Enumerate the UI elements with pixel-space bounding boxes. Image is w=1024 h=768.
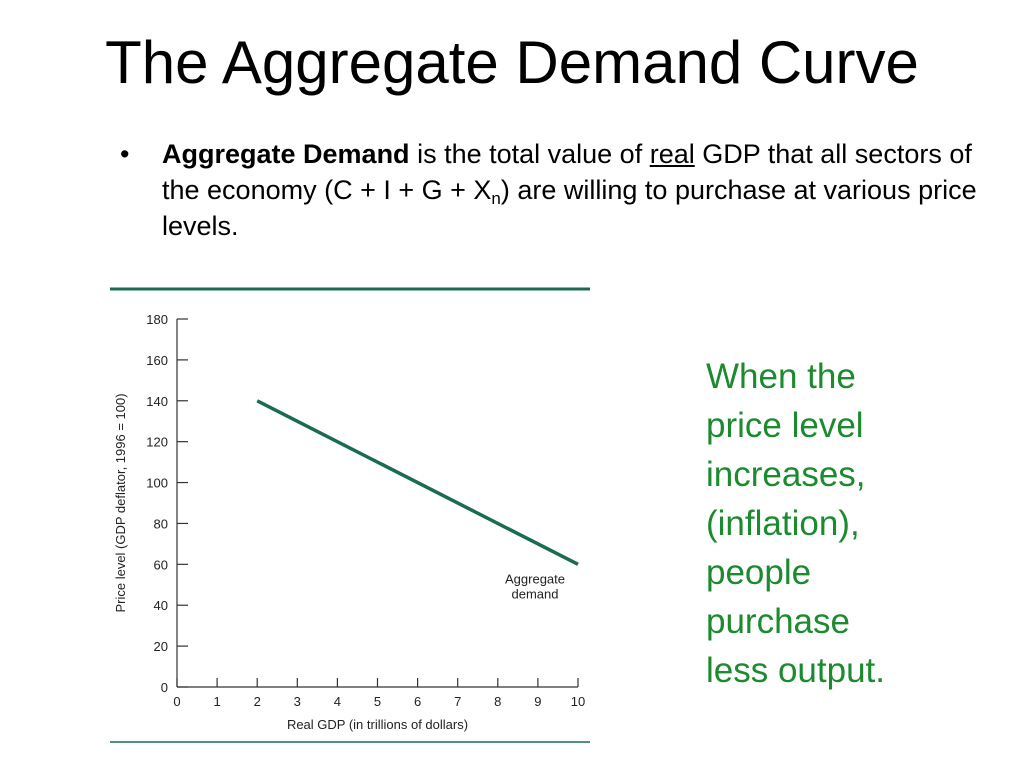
y-axis-label: Price level (GDP deflator, 1996 = 100) [113,393,128,612]
x-tick-label: 3 [294,694,301,709]
y-tick-label: 120 [146,435,168,450]
y-tick-label: 100 [146,476,168,491]
side-note-line: price level [706,406,864,445]
x-axis-label: Real GDP (in trillions of dollars) [287,717,468,732]
side-note-line: When the [706,357,856,396]
y-tick-label: 20 [154,639,168,654]
x-tick-label: 0 [173,694,180,709]
definition-text: Aggregate Demand is the total value of r… [162,136,992,244]
side-note-line: less output. [706,651,885,690]
y-tick-label: 0 [161,680,168,695]
x-tick-label: 7 [454,694,461,709]
x-tick-label: 9 [534,694,541,709]
term-aggregate-demand: Aggregate Demand [162,139,410,169]
real-underlined: real [649,139,695,169]
x-tick-label: 8 [494,694,501,709]
side-note: When the price level increases, (inflation)… [706,352,1006,695]
definition-part-1: is the total value of [409,139,650,169]
y-tick-label: 40 [154,598,168,613]
y-tick-label: 60 [154,557,168,572]
definition-part-3: ) are willing to purchase at various pri… [162,175,977,241]
series-label: Aggregate [505,571,565,586]
aggregate-demand-curve [256,399,579,566]
side-note-line: people [706,553,812,592]
x-tick-label: 5 [374,694,381,709]
y-tick-label: 160 [146,353,168,368]
slide-title: The Aggregate Demand Curve [105,29,919,96]
x-tick-label: 2 [254,694,261,709]
definition-part-2: GDP that all sectors of the economy (C +… [162,139,972,205]
series-label: demand [512,586,559,601]
side-note-line: purchase [706,602,850,641]
x-tick-label: 1 [213,694,220,709]
y-tick-label: 180 [146,312,168,327]
x-tick-label: 10 [571,694,585,709]
x-tick-label: 6 [414,694,421,709]
subscript-n: n [491,189,501,208]
bullet-dot-icon: • [120,139,130,169]
side-note-line: increases, [706,455,866,494]
chart-axes [176,319,578,688]
y-tick-label: 140 [146,394,168,409]
x-tick-label: 4 [334,694,341,709]
side-note-line: (inflation), [706,504,860,543]
y-tick-label: 80 [154,516,168,531]
